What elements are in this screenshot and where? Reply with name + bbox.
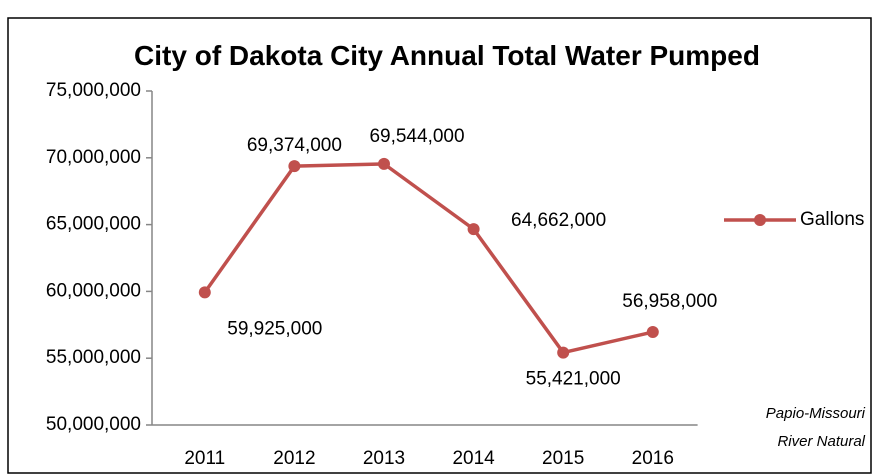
data-point	[378, 157, 390, 170]
data-label: 55,421,000	[526, 369, 621, 390]
x-tick-label: 2012	[273, 448, 315, 469]
data-point	[198, 286, 211, 299]
legend-label: Gallons	[800, 209, 864, 230]
y-tick-label: 55,000,000	[46, 347, 141, 368]
chart-title: City of Dakota City Annual Total Water P…	[134, 40, 760, 71]
x-tick-label: 2016	[632, 448, 674, 469]
data-point	[467, 223, 480, 236]
data-label: 64,662,000	[511, 210, 606, 231]
y-tick-label: 65,000,000	[46, 214, 141, 235]
legend-marker	[754, 214, 766, 226]
x-tick-label: 2011	[184, 448, 225, 469]
y-tick-label: 50,000,000	[46, 414, 141, 435]
x-tick-label: 2014	[452, 448, 495, 469]
data-label: 69,544,000	[369, 126, 464, 147]
data-point	[646, 326, 659, 339]
series-line	[203, 162, 654, 355]
y-tick-label: 60,000,000	[46, 280, 141, 301]
x-tick-label: 2015	[542, 448, 584, 469]
data-point	[557, 346, 570, 359]
data-label: 59,925,000	[227, 318, 322, 339]
y-tick-label: 70,000,000	[46, 147, 141, 168]
y-tick-label: 75,000,000	[46, 80, 141, 101]
data-label: 69,374,000	[247, 135, 342, 156]
source-note: Papio-Missouri River Natural	[765, 405, 865, 450]
x-tick-label: 2013	[363, 448, 405, 469]
data-label: 56,958,000	[622, 291, 717, 312]
data-point	[288, 160, 301, 173]
